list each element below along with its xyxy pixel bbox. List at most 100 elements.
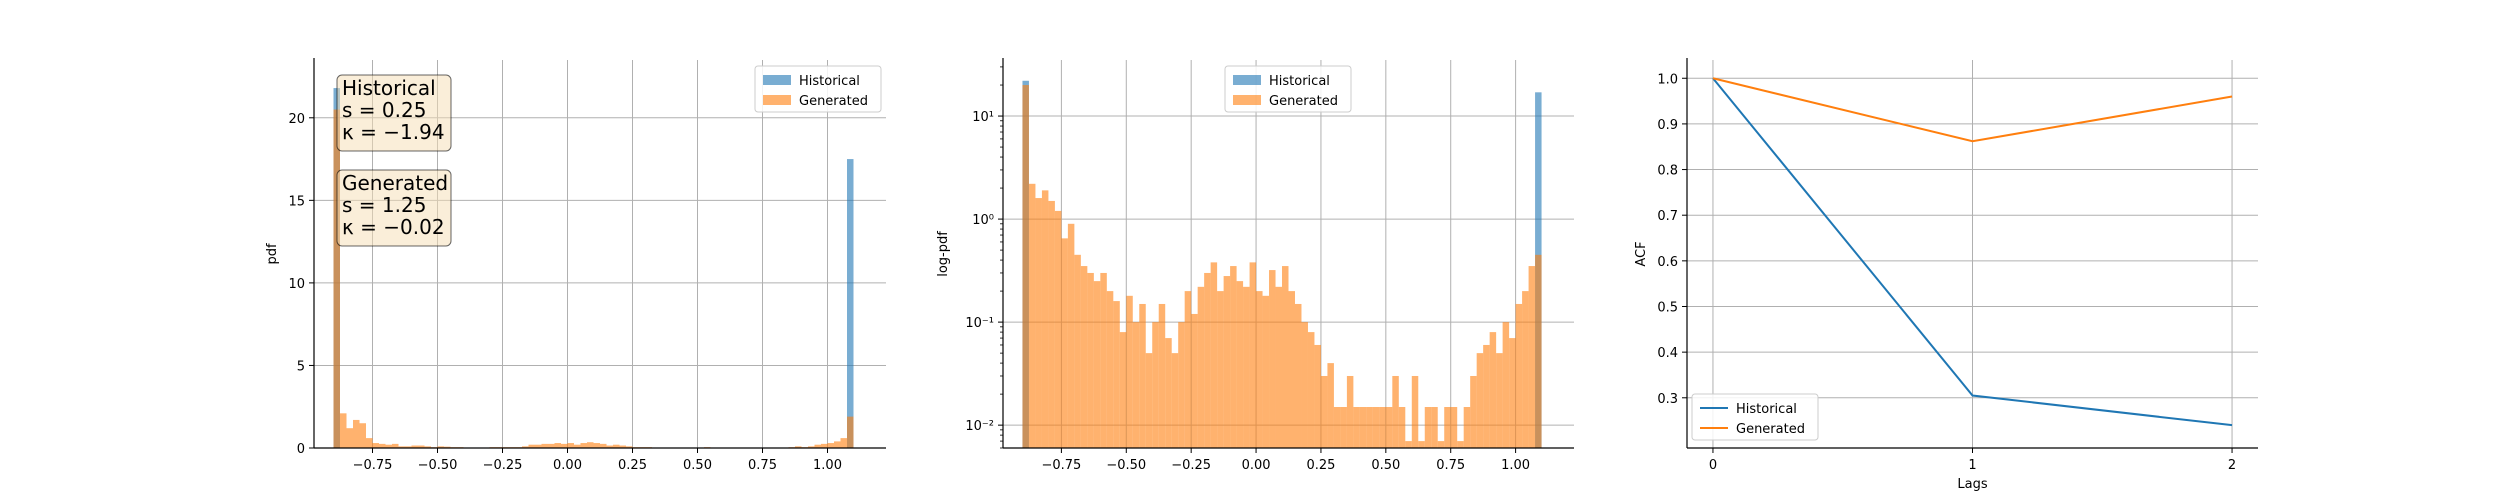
generated-bar (574, 444, 581, 448)
generated-bar (1243, 286, 1250, 448)
generated-bar (1269, 270, 1276, 448)
generated-bar (1372, 407, 1380, 448)
histogram-log-pdf-chart: −0.75 −0.50 −0.25 0.00 0.25 0.50 0.75 1.00 10⁻² 1… (936, 58, 1574, 473)
generated-bar (827, 443, 834, 448)
generated-bar (1054, 210, 1062, 448)
generated-bar (1470, 375, 1477, 448)
generated-bar (535, 444, 542, 448)
x-tick-label: −0.75 (353, 458, 393, 473)
generated-bar (1489, 332, 1497, 448)
generated-bar (593, 443, 600, 448)
generated-bar (580, 443, 587, 448)
x-axis-label: Lags (1957, 477, 1987, 492)
generated-bar (1437, 441, 1445, 448)
generated-bar (392, 443, 399, 448)
generated-bar (567, 443, 574, 448)
generated-bar (1502, 322, 1510, 448)
x-tick-label: 2 (2228, 458, 2236, 473)
generated-bar (1249, 262, 1257, 448)
x-tick-label: 0.25 (618, 458, 647, 473)
generated-bar (1379, 407, 1386, 448)
generated-bar (1496, 353, 1503, 448)
x-tick-label: −0.50 (1106, 458, 1146, 473)
generated-bar (1515, 303, 1523, 448)
y-tick-label: 0.9 (1657, 118, 1678, 133)
x-tick-label: −0.75 (1041, 458, 1081, 473)
x-tick-label: 1 (1968, 458, 1976, 473)
x-tick-label: 1.00 (1501, 458, 1530, 473)
generated-bar (1405, 441, 1412, 448)
generated-bar (808, 446, 815, 448)
generated-bar (587, 442, 594, 448)
generated-bar (1223, 276, 1231, 448)
generated-bar (1158, 303, 1166, 448)
generated-bar (398, 446, 405, 448)
x-tick-label: 0.50 (683, 458, 712, 473)
y-axis-label: log-pdf (936, 231, 951, 277)
y-tick-label: 0.8 (1657, 164, 1678, 179)
legend: Historical Generated (1224, 65, 1352, 113)
generated-bar (1528, 266, 1536, 448)
generated-bar (1275, 286, 1283, 448)
generated-bar (1535, 254, 1542, 448)
generated-bar (1327, 363, 1334, 448)
generated-bar (1359, 407, 1367, 448)
x-tick-label: 0.00 (553, 458, 582, 473)
generated-bar (418, 445, 425, 448)
x-tick-label: −0.25 (483, 458, 523, 473)
generated-bar (528, 444, 535, 448)
generated-bar (548, 443, 555, 448)
generated-bar (1392, 375, 1399, 448)
legend-label-generated: Generated (799, 94, 868, 109)
generated-bar (1165, 338, 1172, 448)
generated-bar (1035, 198, 1042, 448)
generated-bar (1450, 407, 1458, 448)
generated-bar (1463, 407, 1471, 448)
annotation-box (336, 169, 452, 247)
y-tick-label: 0.5 (1657, 300, 1678, 315)
generated-bar (561, 443, 568, 448)
generated-bar (1340, 407, 1347, 448)
generated-bar (619, 445, 626, 448)
annotation-line: Generated (342, 171, 448, 195)
generated-bar (1048, 200, 1055, 448)
y-tick-label: 0.6 (1657, 255, 1678, 270)
generated-bar (1418, 441, 1425, 448)
generated-bar (1041, 190, 1049, 448)
generated-bar (340, 413, 347, 448)
legend: Historical Generated (754, 65, 882, 113)
generated-bar (834, 441, 841, 448)
x-tick-label: 0.75 (748, 458, 777, 473)
generated-bar (1191, 313, 1198, 448)
historical-acf-line (1712, 77, 2233, 427)
generated-bar (1236, 281, 1244, 448)
generated-bar (379, 443, 386, 448)
generated-bar (1509, 338, 1516, 448)
generated-bar (821, 443, 828, 448)
legend: Historical Generated (1691, 393, 1819, 441)
generated-bar (1431, 407, 1438, 448)
generated-bar (1106, 291, 1114, 448)
y-axis-label: pdf (265, 243, 280, 265)
y-tick-label: 10¹ (972, 110, 994, 125)
generated-bar (333, 109, 340, 448)
x-tick-label: −0.50 (418, 458, 458, 473)
generated-bar (1152, 322, 1159, 448)
generated-bar (424, 446, 431, 448)
acf-line-chart: 0 1 2 0.3 0.4 0.5 0.6 0.7 0.8 0.9 1.0 Lags ACF Histor… (1634, 58, 2258, 492)
y-tick-label: 0.4 (1657, 346, 1678, 361)
generated-bar (346, 428, 353, 448)
generated-bar (1320, 375, 1328, 448)
generated-bar (366, 438, 373, 448)
generated-bar (1307, 332, 1315, 448)
x-tick-label: 0.25 (1306, 458, 1335, 473)
generated-bar (1476, 353, 1484, 448)
generated-bar (1204, 272, 1211, 448)
y-tick-label: 1.0 (1657, 72, 1678, 87)
generated-bar (1411, 375, 1419, 448)
generated-bar (554, 443, 561, 448)
generated-bar (1080, 266, 1088, 448)
generated-bar (1139, 303, 1146, 448)
generated-bar (1197, 286, 1205, 448)
